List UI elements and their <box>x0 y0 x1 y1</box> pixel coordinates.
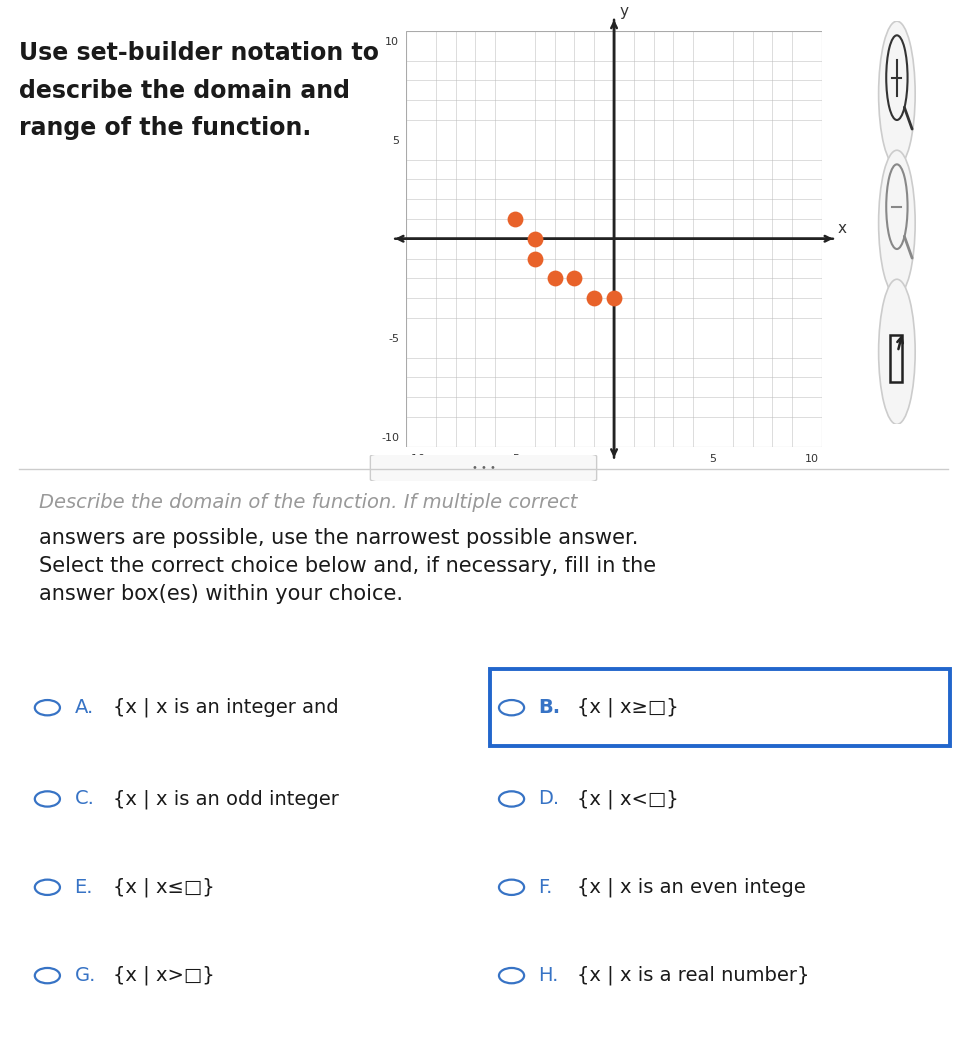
Text: {x | x>□}: {x | x>□} <box>113 966 215 986</box>
Text: E.: E. <box>74 877 93 897</box>
Text: A.: A. <box>74 698 94 717</box>
Point <box>567 269 582 286</box>
Circle shape <box>879 21 915 167</box>
Text: {x | x<□}: {x | x<□} <box>577 789 679 808</box>
Text: B.: B. <box>539 698 561 717</box>
Text: {x | x is an integer and: {x | x is an integer and <box>113 698 338 717</box>
Point <box>527 230 542 247</box>
Point <box>527 250 542 267</box>
Text: F.: F. <box>539 877 553 897</box>
Text: answers are possible, use the narrowest possible answer.
Select the correct choi: answers are possible, use the narrowest … <box>39 528 656 604</box>
Text: {x | x≤□}: {x | x≤□} <box>113 877 215 897</box>
FancyBboxPatch shape <box>370 453 597 483</box>
Point <box>547 269 563 286</box>
Text: y: y <box>620 3 629 18</box>
Text: {x | x is a real number}: {x | x is a real number} <box>577 966 809 986</box>
Point <box>508 210 523 227</box>
Text: • • •: • • • <box>472 463 495 473</box>
Circle shape <box>879 151 915 295</box>
Text: {x | x is an even intege: {x | x is an even intege <box>577 877 806 897</box>
Circle shape <box>879 279 915 424</box>
Text: C.: C. <box>74 789 95 808</box>
Text: x: x <box>837 222 846 237</box>
Bar <box>891 335 902 382</box>
Point <box>606 290 622 307</box>
Text: Use set-builder notation to
describe the domain and
range of the function.: Use set-builder notation to describe the… <box>19 41 379 140</box>
Text: G.: G. <box>74 967 96 985</box>
Point <box>587 290 602 307</box>
Text: {x | x≥□}: {x | x≥□} <box>577 698 679 717</box>
Text: D.: D. <box>539 789 560 808</box>
Text: Describe the domain of the function. If multiple correct: Describe the domain of the function. If … <box>39 492 577 511</box>
Text: {x | x is an odd integer: {x | x is an odd integer <box>113 789 339 808</box>
Text: H.: H. <box>539 967 559 985</box>
